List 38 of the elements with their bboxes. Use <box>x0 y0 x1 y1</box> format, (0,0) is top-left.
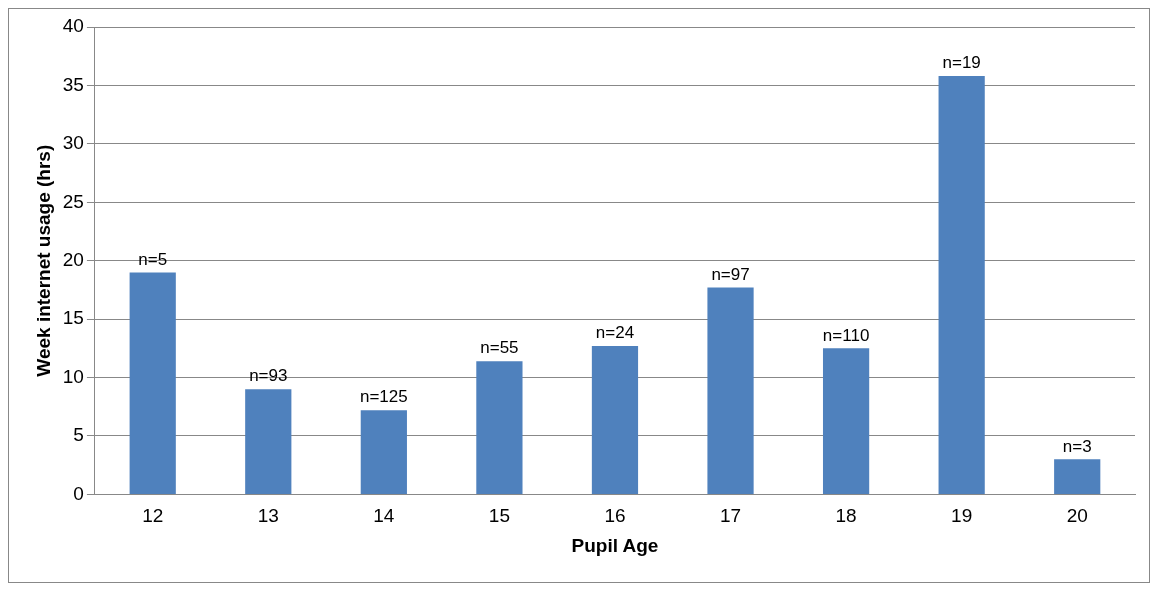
y-tick-label: 30 <box>62 132 84 154</box>
y-axis-title: Week internet usage (hrs) <box>32 144 54 377</box>
bar <box>938 76 985 494</box>
bar <box>1054 459 1101 494</box>
annotation: n=19 <box>942 53 981 73</box>
annotation: n=55 <box>480 338 519 358</box>
x-tick-label: 13 <box>257 505 279 527</box>
bar <box>476 361 523 494</box>
bar <box>245 389 292 494</box>
annotation: n=3 <box>1062 436 1092 456</box>
annotation: n=24 <box>595 323 635 343</box>
x-tick-label: 12 <box>142 505 164 527</box>
x-tick-label: 15 <box>488 505 510 527</box>
x-tick-label: 14 <box>373 505 395 527</box>
y-tick-label: 25 <box>62 190 84 212</box>
annotation: n=125 <box>359 387 408 407</box>
annotation: n=110 <box>822 325 870 345</box>
x-tick-label: 18 <box>835 505 857 527</box>
annotation: n=93 <box>249 366 288 386</box>
annotation: n=97 <box>711 264 750 284</box>
y-tick-label: 35 <box>62 73 84 95</box>
x-tick-label: 16 <box>604 505 626 527</box>
x-tick-label: 19 <box>951 505 973 527</box>
y-tick-label: 40 <box>62 15 84 37</box>
y-tick-label: 10 <box>62 365 84 387</box>
bar <box>591 346 639 494</box>
y-tick-label: 20 <box>62 248 84 270</box>
x-tick-label: 17 <box>719 505 742 527</box>
annotation: n=5 <box>138 249 168 269</box>
x-axis-title: Pupil Age <box>571 534 659 556</box>
x-tick-label: 20 <box>1066 505 1088 527</box>
y-tick-label: 15 <box>62 307 84 329</box>
bar <box>129 272 176 494</box>
bar <box>822 348 870 494</box>
y-tick-label: 0 <box>73 482 84 504</box>
bar <box>707 287 754 494</box>
bar <box>360 410 407 494</box>
y-tick-label: 5 <box>73 424 84 446</box>
